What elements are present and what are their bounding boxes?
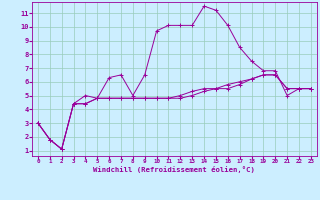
X-axis label: Windchill (Refroidissement éolien,°C): Windchill (Refroidissement éolien,°C) <box>93 166 255 173</box>
